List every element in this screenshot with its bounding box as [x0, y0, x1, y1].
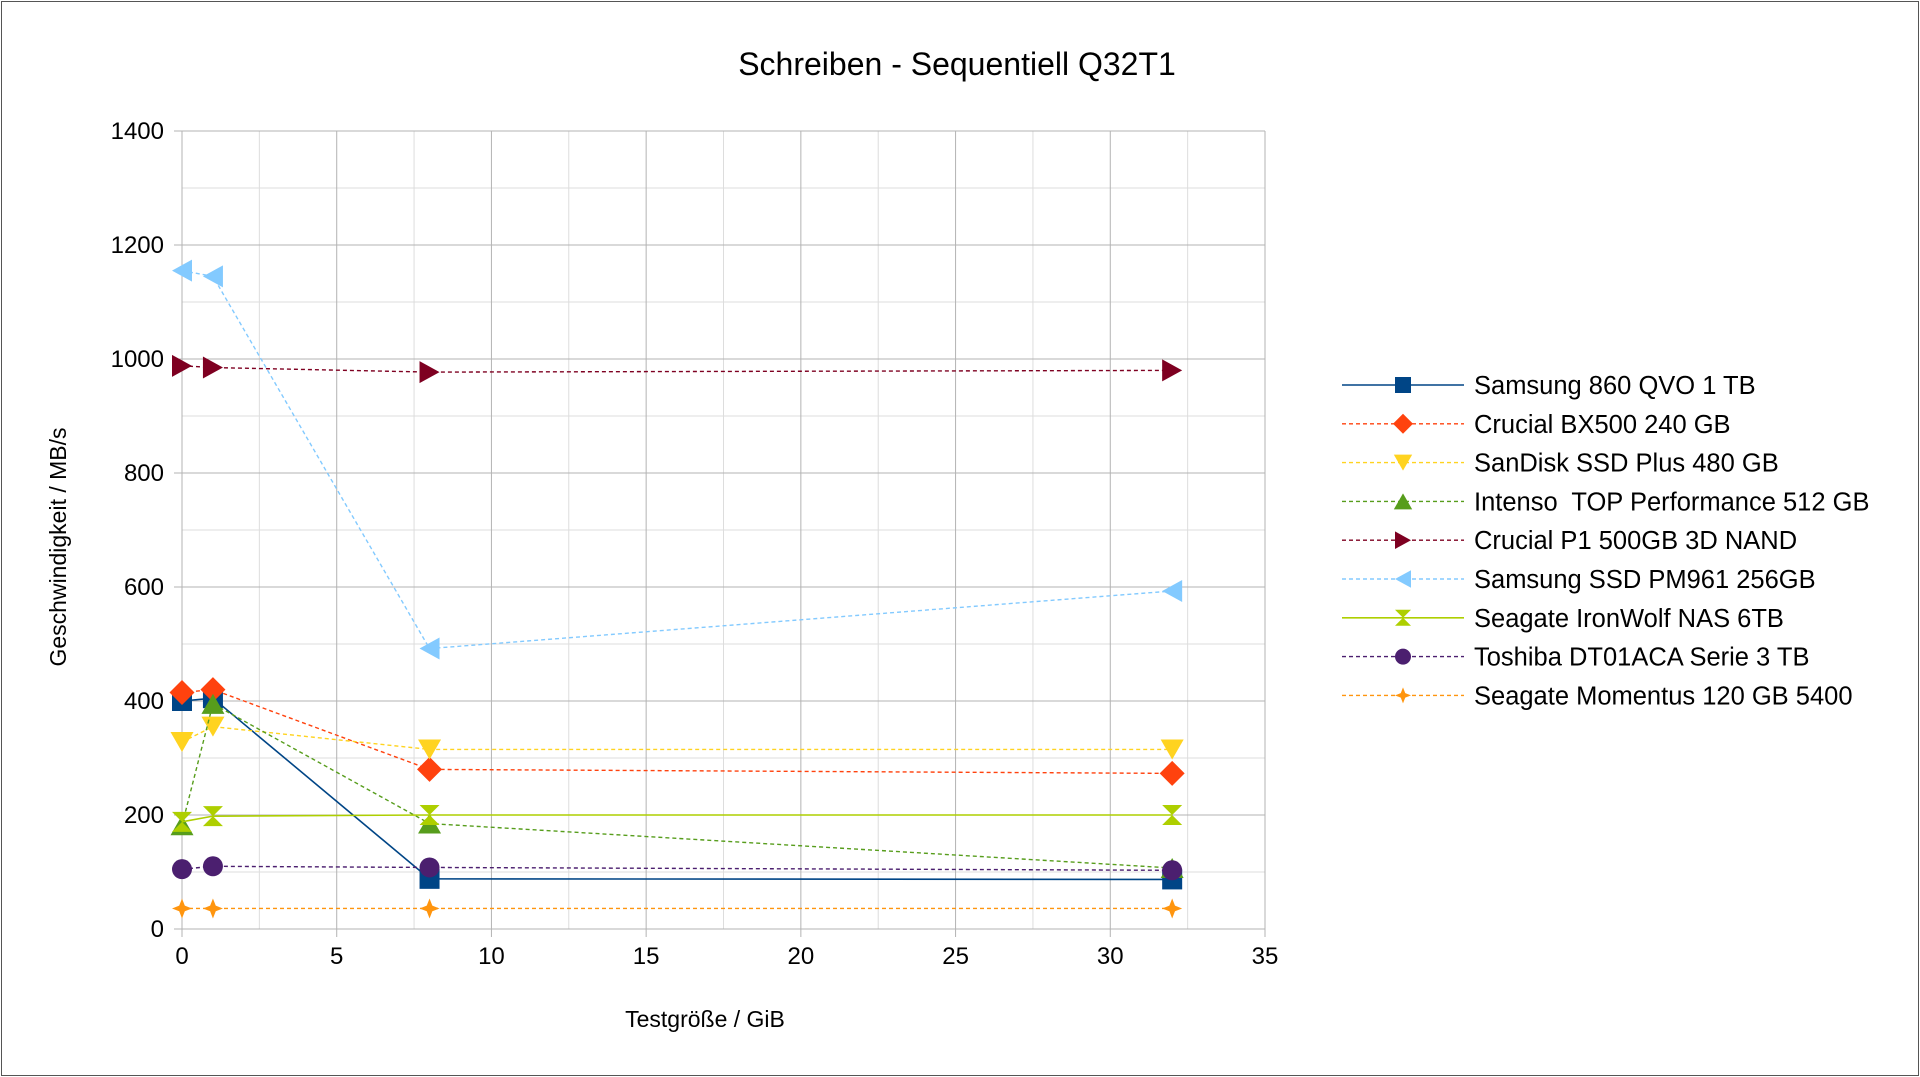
legend-marker: [1393, 454, 1413, 471]
x-tick-label: 25: [942, 943, 969, 970]
data-point: [172, 354, 192, 377]
legend-label: Toshiba DT01ACA Serie 3 TB: [1474, 644, 1809, 672]
data-point: [170, 732, 194, 753]
series-line: [181, 865, 1173, 871]
x-tick-label: 10: [478, 943, 505, 970]
series-4: [170, 693, 1184, 879]
legend-entry: Toshiba DT01ACA Serie 3 TB: [1342, 644, 1809, 672]
y-tick-label: 0: [151, 916, 164, 943]
x-tick-label: 0: [175, 943, 188, 970]
legend-marker: [1395, 531, 1411, 549]
data-point: [202, 806, 223, 827]
data-point: [418, 739, 442, 760]
x-tick-label: 30: [1097, 943, 1124, 970]
data-point: [200, 677, 226, 703]
legend-label: Samsung SSD PM961 256GB: [1474, 566, 1816, 594]
grid: [181, 130, 1266, 930]
data-point: [1162, 805, 1183, 825]
legend: Samsung 860 QVO 1 TB Crucial BX500 240 GB…: [1342, 372, 1869, 710]
legend-label: Seagate Momentus 120 GB 5400: [1474, 682, 1853, 710]
series-3: [170, 716, 1184, 760]
series-line: [181, 269, 1173, 650]
data-point: [202, 265, 223, 288]
series-9: [172, 898, 1183, 919]
legend-marker: [1395, 609, 1411, 626]
legend-entry: Seagate Momentus 120 GB 5400: [1342, 682, 1853, 710]
data-point: [419, 857, 440, 878]
data-point: [419, 805, 440, 825]
series-line: [181, 725, 1173, 751]
series-line: [181, 688, 1173, 775]
legend-label: Seagate IronWolf NAS 6TB: [1474, 605, 1784, 633]
x-axis-label: Testgröße / GiB: [625, 1006, 785, 1032]
data-point: [202, 856, 223, 877]
series-line: [181, 365, 1173, 373]
y-tick-label: 400: [124, 688, 164, 715]
legend-entry: Samsung 860 QVO 1 TB: [1342, 372, 1756, 400]
series-line: [181, 697, 1173, 881]
data-point: [1160, 739, 1184, 760]
data-point: [169, 679, 195, 705]
data-point: [172, 259, 192, 282]
legend-entry: SanDisk SSD Plus 480 GB: [1342, 450, 1779, 478]
y-tick-label: 1000: [111, 346, 164, 373]
data-point: [172, 811, 192, 832]
data-point: [1159, 760, 1185, 786]
x-tick-label: 5: [330, 943, 343, 970]
axes: 0 5 10 15 20 25 30 35 0 200 400 600 800 1000 1200 1400: [111, 118, 1279, 970]
y-tick-label: 1200: [111, 232, 164, 259]
legend-entry: Seagate IronWolf NAS 6TB: [1342, 605, 1784, 633]
legend-label: Samsung 860 QVO 1 TB: [1474, 372, 1756, 400]
legend-entry: Intenso TOP Performance 512 GB: [1342, 488, 1869, 516]
data-point: [172, 898, 192, 919]
series-6: [172, 259, 1183, 660]
legend-marker: [1395, 687, 1411, 704]
series-line: [181, 702, 1173, 869]
data-point: [202, 356, 223, 379]
plot-area: [169, 259, 1185, 919]
legend-marker: [1393, 413, 1413, 434]
data-point: [1162, 359, 1183, 382]
series-5: [172, 354, 1183, 384]
legend-label: Crucial P1 500GB 3D NAND: [1474, 527, 1797, 555]
legend-marker: [1393, 493, 1413, 510]
x-tick-label: 20: [788, 943, 815, 970]
series-line: [181, 814, 1173, 823]
data-point: [419, 898, 440, 919]
y-tick-label: 200: [124, 802, 164, 829]
y-tick-label: 800: [124, 460, 164, 487]
y-tick-label: 1400: [111, 118, 164, 145]
series-2: [169, 677, 1185, 786]
x-tick-label: 35: [1252, 943, 1279, 970]
legend-label: SanDisk SSD Plus 480 GB: [1474, 450, 1779, 478]
series-8: [172, 856, 1183, 881]
legend-entry: Crucial P1 500GB 3D NAND: [1342, 527, 1797, 555]
data-point: [419, 637, 440, 660]
y-tick-label: 600: [124, 574, 164, 601]
data-point: [1162, 898, 1183, 919]
data-point: [201, 693, 225, 714]
data-point: [172, 859, 192, 880]
chart-title: Schreiben - Sequentiell Q32T1: [738, 46, 1176, 82]
x-tick-label: 15: [633, 943, 660, 970]
data-point: [417, 756, 443, 782]
legend-marker: [1395, 648, 1411, 665]
series-7: [172, 805, 1183, 832]
data-point: [201, 716, 225, 737]
legend-marker: [1395, 377, 1411, 393]
legend-label: Intenso TOP Performance 512 GB: [1474, 488, 1869, 516]
data-point: [1162, 579, 1183, 602]
y-axis-label: Geschwindigkeit / MB/s: [45, 427, 71, 666]
legend-marker: [1395, 570, 1411, 588]
data-point: [1162, 860, 1183, 881]
data-point: [419, 361, 440, 384]
legend-entry: Samsung SSD PM961 256GB: [1342, 566, 1816, 594]
data-point: [202, 898, 223, 919]
legend-label: Crucial BX500 240 GB: [1474, 411, 1731, 439]
legend-entry: Crucial BX500 240 GB: [1342, 411, 1731, 439]
